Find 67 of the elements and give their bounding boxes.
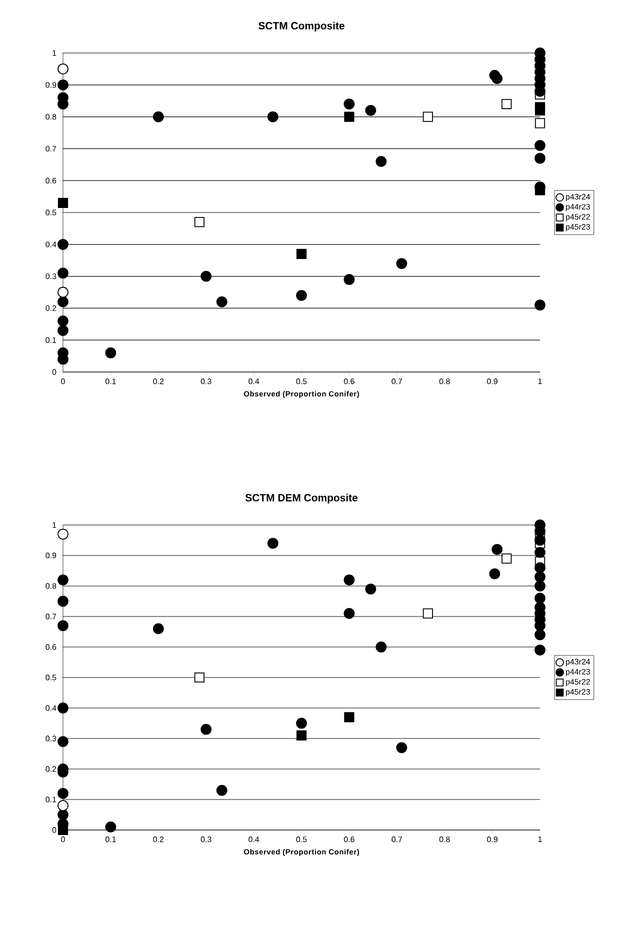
point	[492, 544, 503, 555]
point	[216, 296, 228, 308]
point	[58, 620, 68, 632]
point	[376, 642, 387, 652]
point	[58, 596, 68, 607]
point	[296, 718, 307, 729]
point	[502, 553, 512, 564]
chart-title: SCTM Composite	[258, 22, 344, 32]
point	[296, 290, 307, 301]
point	[152, 111, 164, 122]
point	[58, 528, 68, 540]
point	[344, 608, 355, 619]
point	[344, 112, 354, 122]
point	[534, 629, 546, 640]
point	[58, 198, 68, 208]
point	[58, 800, 68, 812]
point	[502, 98, 512, 110]
point	[422, 112, 433, 122]
point	[534, 118, 546, 128]
point	[534, 105, 546, 116]
point	[58, 736, 68, 747]
point	[534, 140, 546, 151]
point	[216, 784, 228, 796]
point	[344, 574, 355, 586]
point	[152, 623, 164, 634]
point	[58, 574, 68, 586]
point	[534, 562, 546, 574]
point	[200, 724, 212, 735]
point	[58, 79, 68, 90]
point	[365, 584, 376, 594]
point	[58, 325, 68, 336]
chart-title: SCTM DEM Composite	[245, 494, 358, 504]
point	[58, 238, 68, 250]
point	[58, 316, 68, 326]
point	[296, 730, 307, 740]
point	[194, 217, 204, 228]
point	[58, 296, 68, 308]
point	[105, 347, 116, 358]
point	[396, 258, 408, 269]
point	[58, 63, 68, 74]
point	[534, 534, 546, 546]
point	[534, 592, 546, 604]
point	[534, 152, 546, 164]
point	[344, 712, 354, 722]
point	[200, 270, 212, 282]
point	[489, 568, 500, 580]
point	[376, 156, 387, 167]
point	[58, 268, 68, 279]
point	[534, 644, 546, 656]
point	[534, 300, 546, 310]
point	[365, 104, 376, 116]
point	[105, 821, 116, 832]
point	[58, 702, 68, 714]
point	[422, 608, 433, 618]
point	[534, 546, 546, 558]
point	[267, 111, 278, 122]
point	[534, 580, 546, 592]
point	[267, 538, 278, 549]
point	[58, 788, 68, 799]
point	[492, 73, 503, 84]
point	[396, 742, 408, 754]
point	[194, 672, 204, 683]
point	[296, 248, 307, 260]
point	[534, 571, 546, 582]
point	[344, 98, 355, 110]
point	[58, 286, 68, 298]
point	[344, 274, 355, 285]
